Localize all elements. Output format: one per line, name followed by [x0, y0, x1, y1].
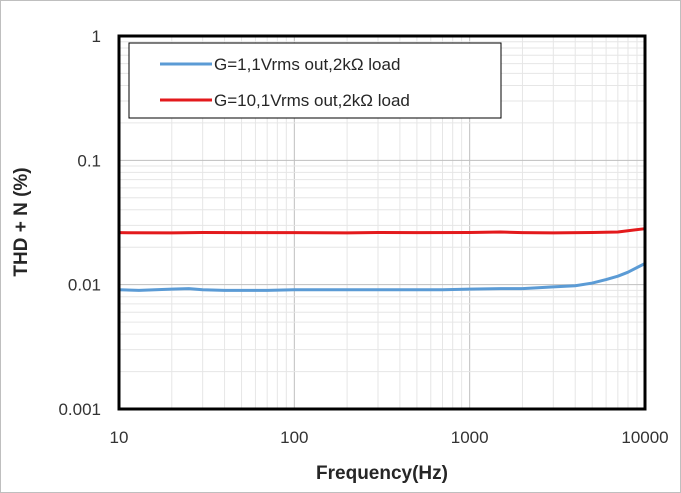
legend-label-g1: G=1,1Vrms out,2kΩ load: [214, 55, 400, 74]
y-tick-label: 0.001: [58, 400, 101, 419]
y-axis-title: THD + N (%): [11, 167, 32, 276]
legend-label-g10: G=10,1Vrms out,2kΩ load: [214, 91, 410, 110]
series-layer: [117, 227, 647, 292]
series-line-g10: [117, 227, 647, 235]
x-tick-label: 10: [110, 428, 129, 447]
plot-area-border: [117, 34, 647, 411]
y-tick-label: 0.01: [68, 276, 101, 295]
series-line-g1: [117, 262, 647, 292]
tick-labels: 10 100 1000 10000 0.001 0.01 0.1 1: [58, 27, 668, 447]
y-tick-label: 0.1: [77, 151, 101, 170]
x-tick-label: 1000: [451, 428, 489, 447]
legend-box: [128, 42, 502, 119]
x-axis-title: Frequency(Hz): [316, 463, 448, 484]
x-tick-label: 100: [280, 428, 308, 447]
legend: G=1,1Vrms out,2kΩ load G=10,1Vrms out,2k…: [128, 42, 502, 119]
y-tick-label: 1: [92, 27, 101, 46]
x-tick-label: 10000: [621, 428, 668, 447]
